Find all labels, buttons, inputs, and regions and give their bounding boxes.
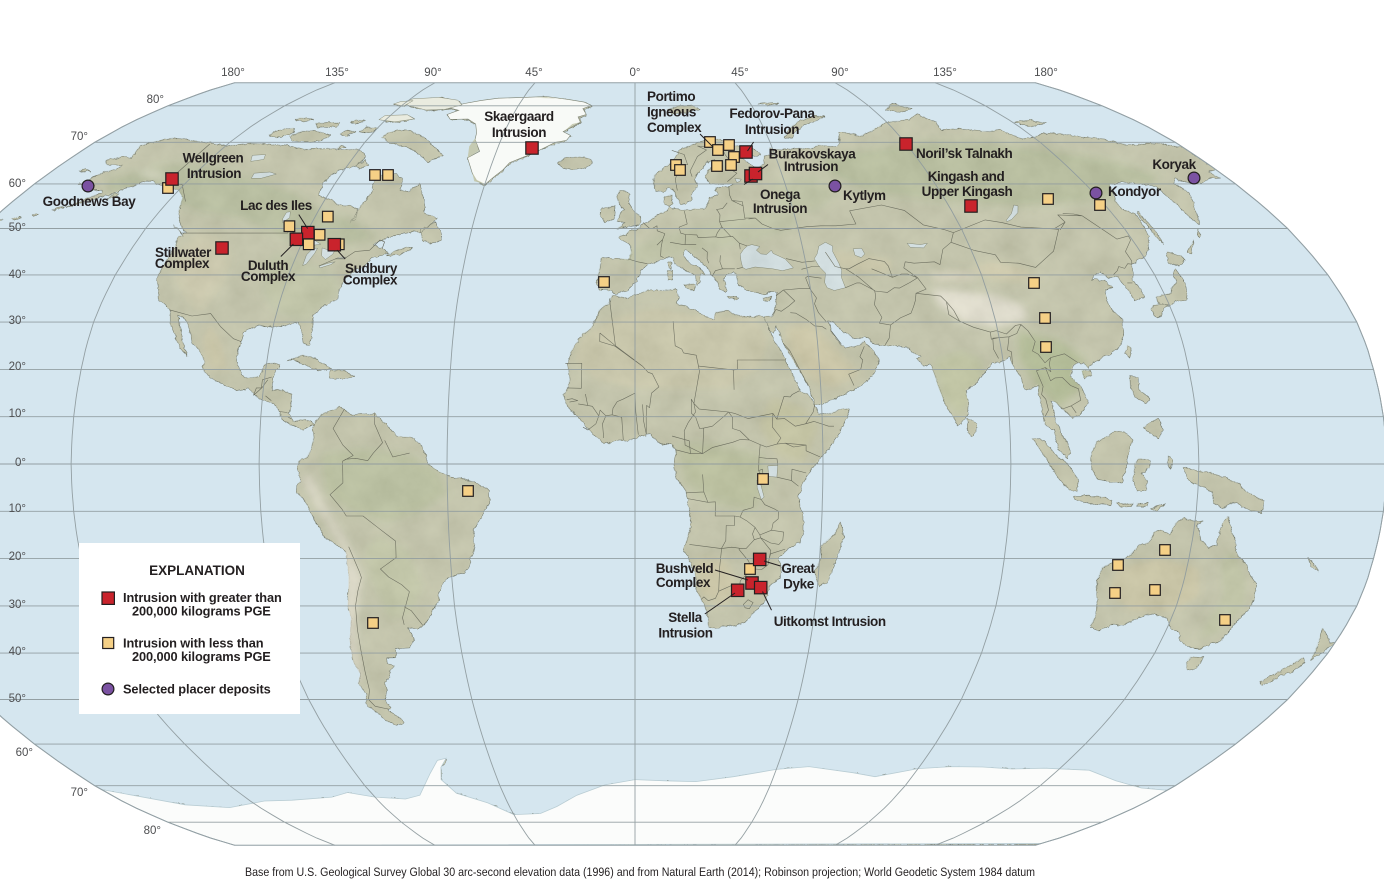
svg-text:Selected placer deposits: Selected placer deposits bbox=[123, 682, 271, 697]
svg-text:Complex: Complex bbox=[647, 120, 702, 135]
svg-text:80°: 80° bbox=[144, 825, 161, 837]
svg-text:45°: 45° bbox=[525, 67, 542, 79]
svg-text:Portimo: Portimo bbox=[647, 89, 695, 104]
svg-text:Complex: Complex bbox=[241, 269, 296, 284]
svg-text:Kondyor: Kondyor bbox=[1108, 184, 1162, 199]
svg-text:Wellgreen: Wellgreen bbox=[183, 151, 244, 166]
svg-text:Intrusion: Intrusion bbox=[753, 201, 807, 216]
svg-text:Upper Kingash: Upper Kingash bbox=[922, 184, 1013, 199]
svg-text:70°: 70° bbox=[71, 787, 88, 799]
svg-text:90°: 90° bbox=[424, 67, 441, 79]
svg-text:Base from U.S. Geological Surv: Base from U.S. Geological Survey Global … bbox=[245, 865, 1035, 879]
svg-text:40°: 40° bbox=[9, 269, 26, 281]
svg-text:50°: 50° bbox=[9, 222, 26, 234]
svg-text:Burakovskaya: Burakovskaya bbox=[769, 147, 857, 162]
svg-text:Intrusion with less than: Intrusion with less than bbox=[123, 636, 264, 651]
svg-text:Bushveld: Bushveld bbox=[656, 561, 714, 576]
svg-text:200,000 kilograms PGE: 200,000 kilograms PGE bbox=[132, 604, 271, 619]
svg-text:200,000 kilograms PGE: 200,000 kilograms PGE bbox=[132, 649, 271, 664]
svg-text:10°: 10° bbox=[9, 503, 26, 515]
svg-text:30°: 30° bbox=[9, 599, 26, 611]
svg-text:20°: 20° bbox=[9, 551, 26, 563]
svg-text:Dyke: Dyke bbox=[783, 577, 815, 592]
svg-text:Duluth: Duluth bbox=[248, 258, 288, 273]
svg-text:Kytlym: Kytlym bbox=[843, 188, 886, 203]
svg-text:Complex: Complex bbox=[155, 256, 210, 271]
svg-text:Igneous: Igneous bbox=[647, 105, 696, 120]
svg-text:0°: 0° bbox=[630, 67, 641, 79]
svg-text:Goodnews Bay: Goodnews Bay bbox=[43, 194, 137, 209]
svg-text:20°: 20° bbox=[9, 361, 26, 373]
svg-text:135°: 135° bbox=[325, 67, 349, 79]
svg-text:Intrusion with greater than: Intrusion with greater than bbox=[123, 590, 282, 605]
svg-text:90°: 90° bbox=[831, 67, 848, 79]
svg-text:70°: 70° bbox=[71, 131, 88, 143]
svg-text:60°: 60° bbox=[16, 747, 33, 759]
svg-text:Complex: Complex bbox=[656, 575, 711, 590]
svg-text:180°: 180° bbox=[1034, 67, 1058, 79]
svg-text:Onega: Onega bbox=[760, 187, 801, 202]
svg-text:Sudbury: Sudbury bbox=[345, 261, 398, 276]
svg-text:Noril’sk Talnakh: Noril’sk Talnakh bbox=[916, 146, 1013, 161]
svg-text:Uitkomst Intrusion: Uitkomst Intrusion bbox=[774, 614, 886, 629]
svg-text:40°: 40° bbox=[9, 646, 26, 658]
svg-text:135°: 135° bbox=[933, 67, 957, 79]
svg-text:Intrusion: Intrusion bbox=[745, 122, 799, 137]
svg-text:Koryak: Koryak bbox=[1152, 157, 1196, 172]
svg-text:180°: 180° bbox=[221, 67, 245, 79]
svg-text:60°: 60° bbox=[9, 178, 26, 190]
svg-text:Kingash and: Kingash and bbox=[928, 169, 1005, 184]
svg-text:Stillwater: Stillwater bbox=[155, 245, 212, 260]
svg-text:80°: 80° bbox=[147, 94, 164, 106]
svg-text:30°: 30° bbox=[9, 315, 26, 327]
svg-text:Intrusion: Intrusion bbox=[658, 626, 712, 641]
svg-text:10°: 10° bbox=[9, 408, 26, 420]
svg-text:Intrusion: Intrusion bbox=[187, 166, 241, 181]
svg-text:0°: 0° bbox=[15, 457, 26, 469]
svg-text:50°: 50° bbox=[9, 693, 26, 705]
svg-text:Fedorov-Pana: Fedorov-Pana bbox=[729, 106, 815, 121]
svg-text:Intrusion: Intrusion bbox=[784, 159, 838, 174]
svg-text:Lac des Iles: Lac des Iles bbox=[240, 198, 312, 213]
svg-text:Great: Great bbox=[781, 561, 815, 576]
svg-text:45°: 45° bbox=[731, 67, 748, 79]
svg-text:Skaergaard: Skaergaard bbox=[484, 109, 554, 124]
svg-text:Intrusion: Intrusion bbox=[492, 125, 546, 140]
svg-text:EXPLANATION: EXPLANATION bbox=[149, 563, 245, 578]
svg-text:Complex: Complex bbox=[343, 273, 398, 288]
svg-text:Stella: Stella bbox=[668, 610, 703, 625]
